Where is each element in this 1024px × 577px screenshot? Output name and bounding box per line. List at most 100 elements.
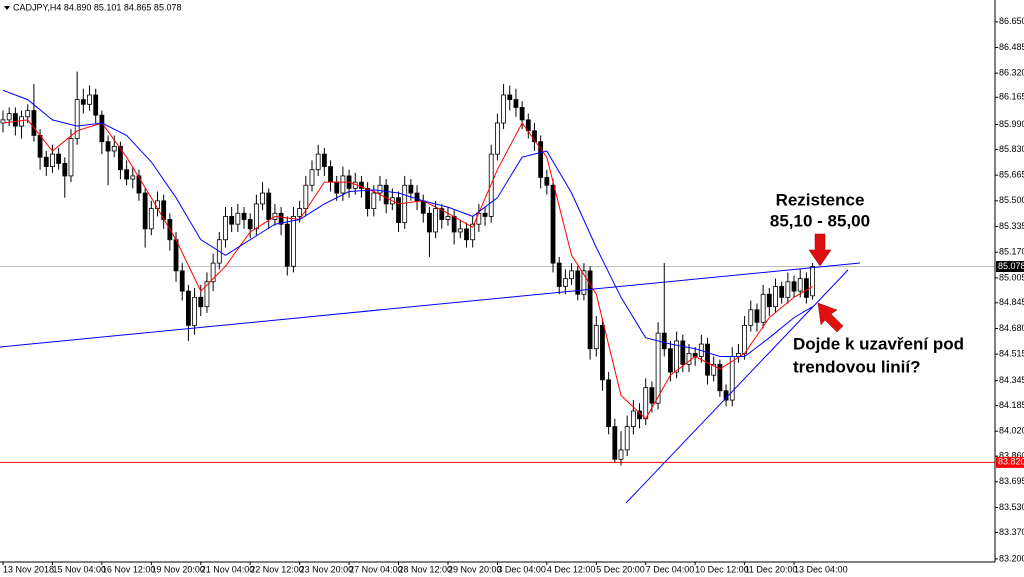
candle-body xyxy=(630,410,636,427)
candle-body xyxy=(210,262,216,283)
y-tick-label: 83.370 xyxy=(999,527,1024,537)
x-tick-label: 11 Dec 20:00 xyxy=(745,564,798,574)
y-tick-label: 85.005 xyxy=(999,272,1024,282)
candle-body xyxy=(501,94,506,124)
x-tick-label: 19 Nov 20:00 xyxy=(151,564,205,574)
candle-body xyxy=(309,169,315,186)
arrow xyxy=(808,233,832,267)
candle-body xyxy=(111,145,117,152)
candle-body xyxy=(482,212,488,217)
y-tick-label: 84.345 xyxy=(999,375,1024,385)
candle-body xyxy=(19,116,24,127)
candle-body xyxy=(340,175,346,194)
candle-body xyxy=(791,281,797,292)
candle-body xyxy=(235,212,241,225)
y-tick-label: 84.020 xyxy=(999,426,1024,436)
y-tick-label: 85.830 xyxy=(999,144,1024,154)
plot-area xyxy=(0,71,995,466)
candle-body xyxy=(661,332,667,350)
candle-body xyxy=(253,203,259,230)
candle-body xyxy=(766,293,772,308)
candle-body xyxy=(810,266,815,297)
candle-body xyxy=(359,181,364,189)
candle-body xyxy=(408,184,414,194)
candle-body xyxy=(680,340,686,365)
candle-body xyxy=(185,290,191,326)
candle-body xyxy=(470,223,476,241)
x-tick-label: 23 Nov 20:00 xyxy=(300,564,354,574)
candle-body xyxy=(377,184,383,194)
candle-body xyxy=(550,184,556,264)
candle-body xyxy=(532,130,537,143)
candle-body xyxy=(266,192,272,220)
candle-body xyxy=(68,138,74,177)
candle-body xyxy=(142,192,148,230)
candle-body xyxy=(12,113,18,127)
candle-body xyxy=(179,270,185,292)
y-tick-label: 83.860 xyxy=(999,451,1024,461)
x-tick-label: 5 Dec 20:00 xyxy=(596,564,645,574)
candle-body xyxy=(365,187,371,210)
candle-body xyxy=(291,215,296,267)
candle-body xyxy=(445,215,451,220)
candle-body xyxy=(748,309,754,326)
y-tick-label: 85.335 xyxy=(999,221,1024,231)
candle-body xyxy=(321,153,327,167)
candle-body xyxy=(124,169,129,180)
moving-average xyxy=(2,119,813,420)
candle-body xyxy=(414,192,420,202)
candle-body xyxy=(315,153,321,171)
annotation: trendovou linií? xyxy=(793,357,921,376)
candle-body xyxy=(229,215,235,225)
candle-body xyxy=(544,177,550,186)
y-tick-label: 84.680 xyxy=(999,323,1024,333)
candle-body xyxy=(538,141,544,178)
candle-body xyxy=(773,286,778,308)
y-tick-label: 84.845 xyxy=(999,297,1024,307)
candle-body xyxy=(93,94,99,116)
candle-body xyxy=(56,153,62,164)
moving-average xyxy=(2,89,813,357)
candle-body xyxy=(569,270,574,280)
candle-body xyxy=(643,387,649,420)
price-line-label: 85.078 xyxy=(998,261,1024,271)
y-tick-label: 86.650 xyxy=(999,16,1024,26)
axis-labels: 86.650 86.485 86.320 86.165 85.990 85.830 85.6… xyxy=(2,16,1024,574)
candle-body xyxy=(451,215,457,233)
x-tick-label: 16 Nov 12:00 xyxy=(102,564,156,574)
candle-body xyxy=(50,153,55,167)
y-tick-label: 86.320 xyxy=(999,68,1024,78)
candle-body xyxy=(87,94,92,105)
candle-body xyxy=(562,278,568,287)
candle-body xyxy=(464,228,469,241)
candle-body xyxy=(754,309,760,323)
menu-triangle xyxy=(4,6,10,10)
y-tick-label: 85.500 xyxy=(999,195,1024,205)
x-tick-label: 4 Dec 12:00 xyxy=(547,564,596,574)
x-tick-label: 7 Dec 04:00 xyxy=(646,564,695,574)
candle-body xyxy=(804,278,809,298)
candle-body xyxy=(198,296,204,308)
candle-body xyxy=(457,228,463,233)
candle-body xyxy=(797,278,803,292)
candle-body xyxy=(192,296,197,326)
candle-body xyxy=(587,270,593,350)
chart-header: CADJPY,H4 84.890 85.101 84.865 85.078 xyxy=(13,2,181,12)
candle-body xyxy=(80,99,86,105)
y-tick-label: 85.990 xyxy=(999,119,1024,129)
candle-body xyxy=(247,219,253,230)
candle-body xyxy=(62,163,68,177)
candle-body xyxy=(148,208,154,230)
candle-body xyxy=(433,208,439,233)
y-tick-label: 85.665 xyxy=(999,170,1024,180)
candle-body xyxy=(606,379,612,427)
x-tick-label: 10 Dec 12:00 xyxy=(695,564,749,574)
candle-body xyxy=(507,94,513,101)
candle-body xyxy=(760,293,766,323)
candle-body xyxy=(105,141,111,152)
x-tick-label: 27 Nov 04:00 xyxy=(349,564,403,574)
candle-body xyxy=(779,286,785,298)
x-tick-label: 21 Nov 04:00 xyxy=(201,564,255,574)
candle-body xyxy=(600,324,605,381)
candle-body xyxy=(427,212,432,233)
